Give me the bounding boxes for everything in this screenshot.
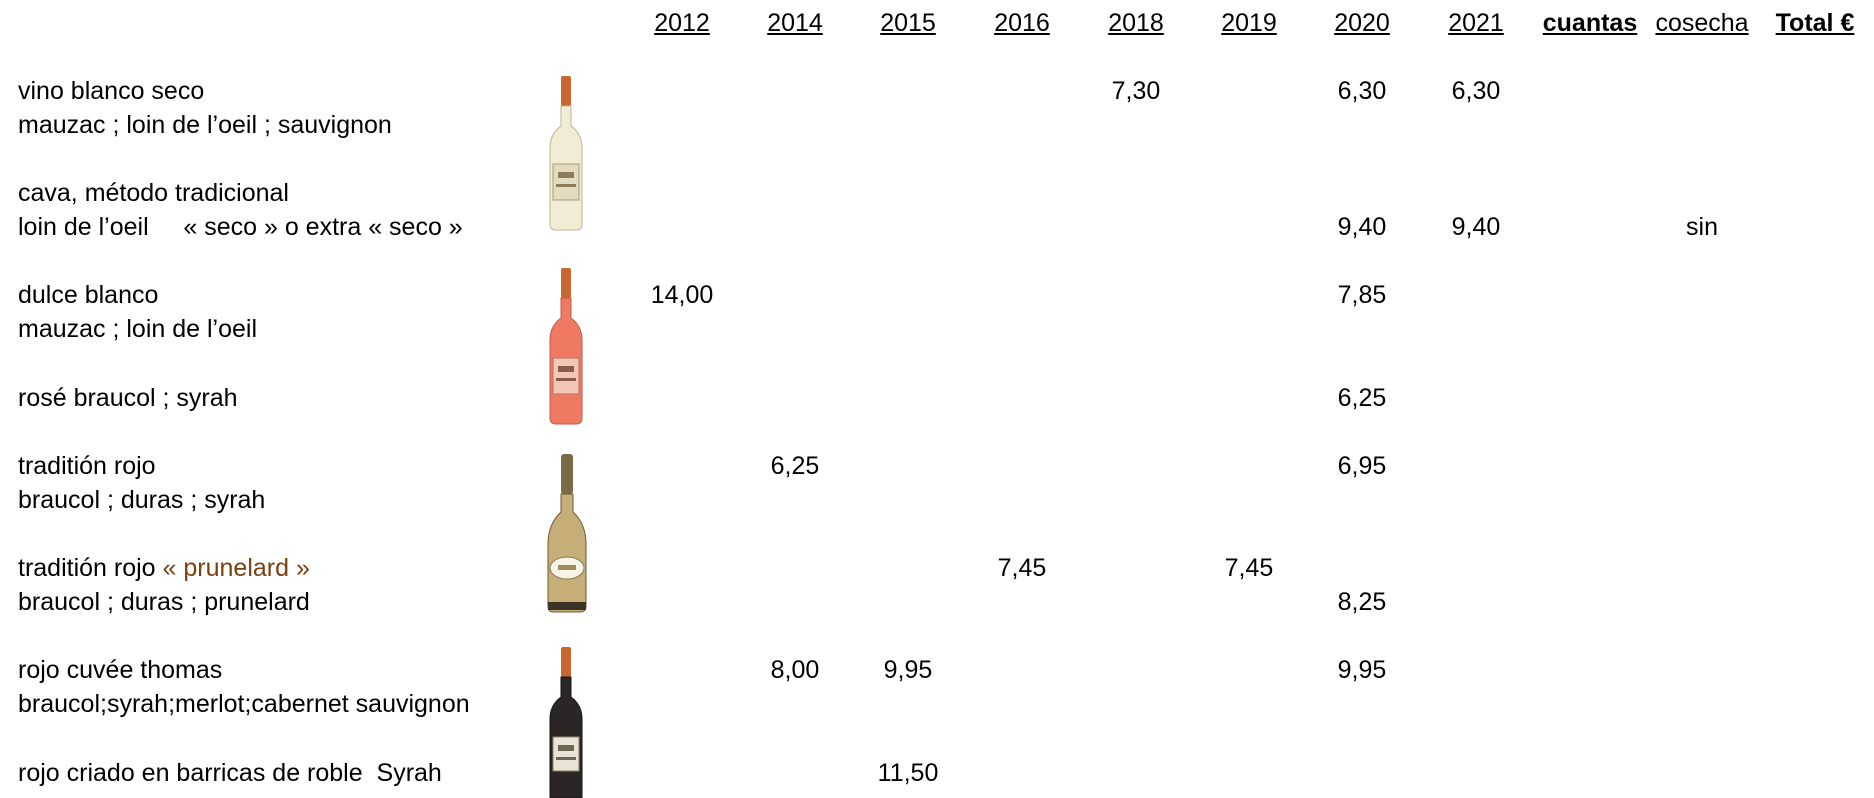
price-cell: 8,00: [770, 656, 820, 684]
header-2018: 2018: [1108, 9, 1164, 37]
header-2019: 2019: [1221, 9, 1277, 37]
wine-name: traditión rojo: [18, 452, 156, 480]
wine-grapes: mauzac ; loin de l’oeil: [18, 315, 258, 343]
price-cell: 7,85: [1337, 281, 1387, 309]
wine-name: dulce blanco: [18, 281, 159, 309]
wine-name: rojo criado en barricas de roble Syrah: [18, 759, 442, 787]
red-wine-bottle-icon: [549, 647, 583, 798]
price-cell: 7,45: [1224, 554, 1274, 582]
wine-grapes: mauzac ; loin de l’oeil ; sauvignon: [18, 111, 392, 139]
price-cell: 9,40: [1337, 213, 1387, 241]
header-2012: 2012: [654, 9, 710, 37]
price-cell: 8,25: [1337, 588, 1387, 616]
header-2016: 2016: [994, 9, 1050, 37]
wine-name-accent: « prunelard »: [162, 554, 310, 582]
price-cell: 6,30: [1451, 77, 1501, 105]
cosecha-cell: sin: [1686, 213, 1718, 241]
header-cosecha: cosecha: [1655, 9, 1749, 37]
wine-name-line: traditión rojo « prunelard »: [18, 551, 310, 585]
price-cell: 9,95: [883, 656, 933, 684]
price-cell: 6,95: [1337, 452, 1387, 480]
rose-wine-bottle-icon: [549, 268, 583, 425]
wine-grapes: braucol ; duras ; syrah: [18, 486, 266, 514]
sparkling-wine-bottle-icon: [547, 454, 587, 613]
wine-name: cava, método tradicional: [18, 179, 289, 207]
header-2014: 2014: [767, 9, 823, 37]
price-cell: 6,25: [770, 452, 820, 480]
header-cuantas: cuantas: [1542, 9, 1638, 37]
wine-name: vino blanco seco: [18, 77, 205, 105]
wine-name: rosé braucol ; syrah: [18, 384, 238, 412]
wine-grapes: braucol ; duras ; prunelard: [18, 588, 310, 616]
price-cell: 9,40: [1451, 213, 1501, 241]
header-total: Total €: [1775, 9, 1855, 37]
wine-grapes: loin de l’oeil « seco » o extra « seco »: [18, 213, 463, 241]
header-2015: 2015: [880, 9, 936, 37]
price-cell: 7,30: [1111, 77, 1161, 105]
wine-name: rojo cuvée thomas: [18, 656, 223, 684]
price-cell: 6,25: [1337, 384, 1387, 412]
price-cell: 6,30: [1337, 77, 1387, 105]
wine-grapes: braucol;syrah;merlot;cabernet sauvignon: [18, 690, 470, 718]
header-2020: 2020: [1334, 9, 1390, 37]
price-cell: 9,95: [1337, 656, 1387, 684]
price-cell: 11,50: [877, 759, 939, 787]
header-2021: 2021: [1448, 9, 1504, 37]
price-cell: 14,00: [650, 281, 714, 309]
price-cell: 7,45: [997, 554, 1047, 582]
wine-name: traditión rojo: [18, 554, 163, 582]
white-wine-bottle-icon: [549, 76, 583, 231]
